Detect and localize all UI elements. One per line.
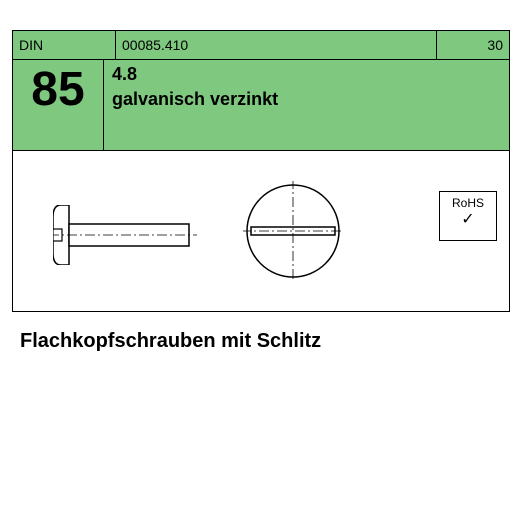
rohs-checkmark: ✓ [440,210,496,229]
spec-text: 4.8 galvanisch verzinkt [104,60,509,150]
finish: galvanisch verzinkt [112,89,501,110]
spec-row: 85 4.8 galvanisch verzinkt [13,60,509,150]
rohs-badge: RoHS ✓ [439,191,497,241]
screw-top-view [243,181,343,281]
header-row: DIN 00085.410 30 [13,31,509,60]
din-number: 85 [13,60,104,150]
din-label: DIN [13,31,116,59]
product-title: Flachkopfschrauben mit Schlitz [20,330,321,353]
spec-card: DIN 00085.410 30 85 4.8 galvanisch verzi… [12,30,510,312]
product-code: 00085.410 [116,31,437,59]
diagram-band: RoHS ✓ [13,150,509,311]
screw-side-view [53,205,203,265]
rohs-label: RoHS [440,196,496,210]
revision: 30 [437,31,509,59]
strength-grade: 4.8 [112,64,501,85]
